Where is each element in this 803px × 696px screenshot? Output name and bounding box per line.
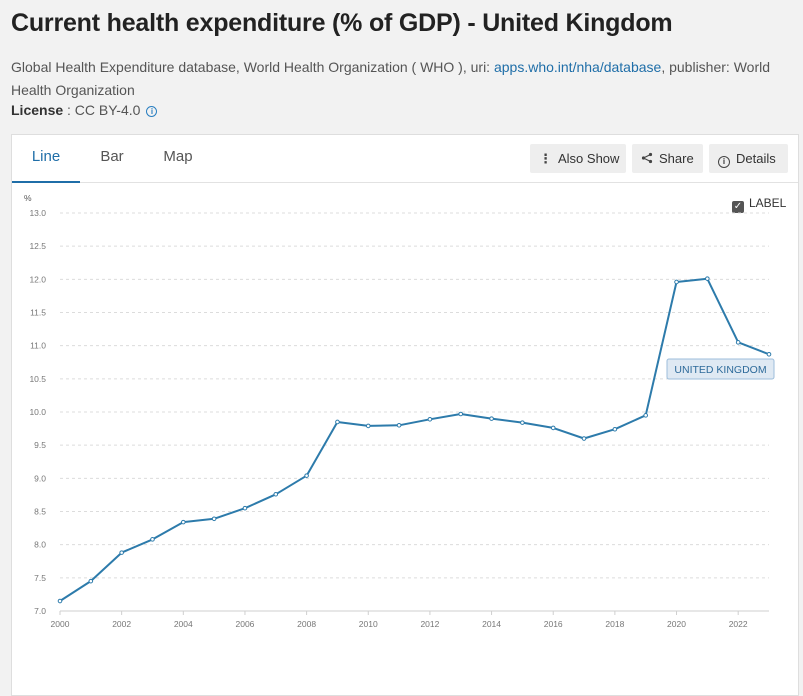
series-label-box — [666, 358, 775, 380]
more-vertical-icon: ⋮ — [539, 151, 552, 166]
y-tick-label: 9.5 — [34, 440, 46, 450]
data-point — [674, 279, 679, 285]
data-point — [119, 550, 124, 555]
details-label: Details — [736, 151, 776, 166]
x-tick-label: 2008 — [297, 619, 316, 629]
y-tick-label: 8.0 — [34, 540, 46, 550]
label-checkbox[interactable]: ✓ — [732, 201, 744, 213]
data-point — [273, 491, 279, 497]
x-tick-label: 2018 — [605, 619, 624, 629]
page-title: Current health expenditure (% of GDP) - … — [11, 9, 673, 37]
y-tick-label: 9.0 — [34, 473, 46, 483]
x-tick-label: 2004 — [174, 619, 193, 629]
x-tick-label: 2006 — [235, 619, 254, 629]
x-tick-label: 2014 — [482, 619, 501, 629]
chart-panel: Line Bar Map ⋮ Also Show Share i Details ✓… — [11, 134, 799, 696]
data-point — [643, 413, 648, 418]
label-toggle[interactable]: ✓ LABEL — [732, 196, 786, 213]
x-tick-label: 2012 — [420, 619, 439, 629]
data-point — [88, 578, 94, 584]
license-info-icon[interactable]: i — [146, 106, 158, 117]
data-point — [520, 420, 525, 425]
data-point — [705, 276, 710, 281]
x-tick-label: 2000 — [51, 619, 70, 629]
x-tick-label: 2002 — [112, 619, 131, 629]
tab-line[interactable]: Line — [12, 135, 80, 183]
data-point — [242, 505, 248, 511]
share-label: Share — [659, 151, 694, 166]
license: License : CC BY-4.0 i — [11, 102, 158, 118]
data-point — [365, 423, 371, 429]
license-label: License — [11, 102, 64, 118]
series-line — [59, 277, 770, 602]
data-point — [335, 419, 340, 425]
y-tick-label: 12.5 — [29, 241, 46, 251]
share-button[interactable]: Share — [632, 144, 703, 173]
y-axis-unit: % — [24, 193, 32, 203]
also-show-label: Also Show — [558, 151, 620, 166]
data-point — [735, 340, 741, 345]
x-tick-label: 2016 — [544, 619, 563, 629]
info-icon: i — [718, 156, 730, 168]
x-tick-label: 2020 — [667, 619, 686, 629]
line-chart: % 7.0 7.5 8.0 8.5 9.0 9.5 10.0 10.5 11.0 11.5 12.0 1… — [24, 193, 775, 629]
also-show-button[interactable]: ⋮ Also Show — [530, 144, 626, 173]
series-label-text: UNITED KINGDOM — [674, 364, 766, 376]
data-point — [396, 422, 402, 428]
y-tick-label: 10.0 — [29, 407, 46, 417]
y-tick-label: 7.0 — [34, 606, 46, 616]
source-text: Global Health Expenditure database, Worl… — [11, 59, 494, 75]
y-tick-label: 11.0 — [30, 341, 46, 351]
y-tick-label: 7.5 — [34, 573, 46, 583]
data-point — [427, 416, 433, 422]
license-value: : CC BY-4.0 — [63, 102, 141, 118]
data-point — [550, 425, 556, 431]
data-point — [150, 537, 155, 542]
data-point — [612, 426, 618, 432]
source-link[interactable]: apps.who.int/nha/database — [493, 59, 662, 75]
data-point — [181, 519, 186, 525]
data-point — [581, 436, 587, 441]
data-point — [57, 598, 63, 604]
data-point — [304, 473, 309, 478]
details-button[interactable]: i Details — [709, 144, 788, 173]
source-publisher: , publisher: World Health Organization — [11, 59, 771, 98]
tab-bar[interactable]: Bar — [100, 148, 124, 165]
series-label: UNITED KINGDOM — [666, 358, 775, 380]
data-point — [211, 516, 217, 522]
y-tick-label: 8.5 — [34, 507, 46, 517]
y-tick-label: 13.0 — [29, 208, 46, 218]
y-tick-label: 11.5 — [30, 308, 46, 318]
source-citation: Global Health Expenditure database, Worl… — [11, 56, 796, 102]
chart-tabs: Line Bar Map ⋮ Also Show Share i Details — [12, 135, 798, 183]
x-tick-label: 2022 — [729, 619, 748, 629]
tab-map[interactable]: Map — [163, 148, 193, 165]
y-tick-label: 12.0 — [29, 274, 46, 284]
label-toggle-text: LABEL — [749, 196, 787, 210]
share-icon — [641, 144, 653, 173]
data-point — [489, 416, 494, 421]
data-point — [766, 351, 772, 357]
x-tick-label: 2010 — [359, 619, 378, 629]
data-point — [458, 411, 464, 417]
y-tick-label: 10.5 — [29, 374, 46, 384]
